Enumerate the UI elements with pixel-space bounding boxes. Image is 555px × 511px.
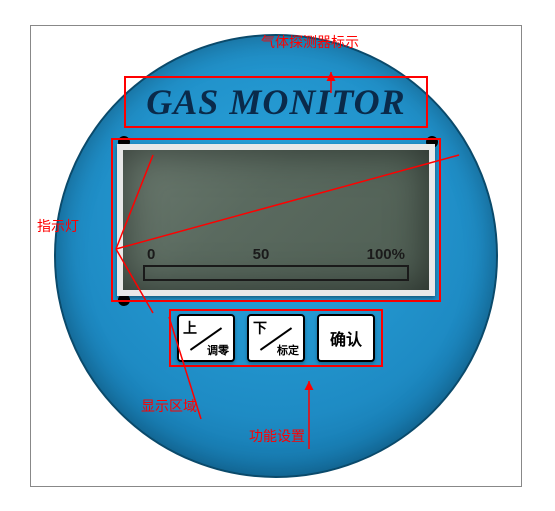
scale-max: 100% — [367, 246, 405, 263]
scale-mid: 50 — [253, 246, 270, 263]
callout-title: 气体探测器标示 — [261, 32, 359, 52]
btn-label: 确认 — [330, 326, 362, 350]
down-cal-button[interactable]: 下 标定 — [247, 314, 305, 362]
scale-min: 0 — [147, 246, 155, 263]
btn-bottom-label: 标定 — [277, 342, 299, 358]
diagram-frame: GAS MONITOR 0 50 100% 上 — [30, 25, 522, 487]
gas-monitor-device: GAS MONITOR 0 50 100% 上 — [54, 34, 498, 478]
lcd-display: 0 50 100% — [117, 144, 435, 296]
scale-bar — [143, 265, 409, 281]
up-zero-button[interactable]: 上 调零 — [177, 314, 235, 362]
callout-buttons: 功能设置 — [249, 426, 305, 446]
button-row: 上 调零 下 标定 确认 — [177, 314, 375, 362]
confirm-button[interactable]: 确认 — [317, 314, 375, 362]
btn-bottom-label: 调零 — [207, 342, 229, 358]
callout-display: 显示区域 — [141, 396, 197, 416]
callout-leds: 指示灯 — [37, 216, 79, 236]
lcd-annotation-box: 0 50 100% — [111, 138, 441, 302]
lcd-scale: 0 50 100% — [143, 246, 409, 276]
device-title: GAS MONITOR — [146, 81, 405, 123]
